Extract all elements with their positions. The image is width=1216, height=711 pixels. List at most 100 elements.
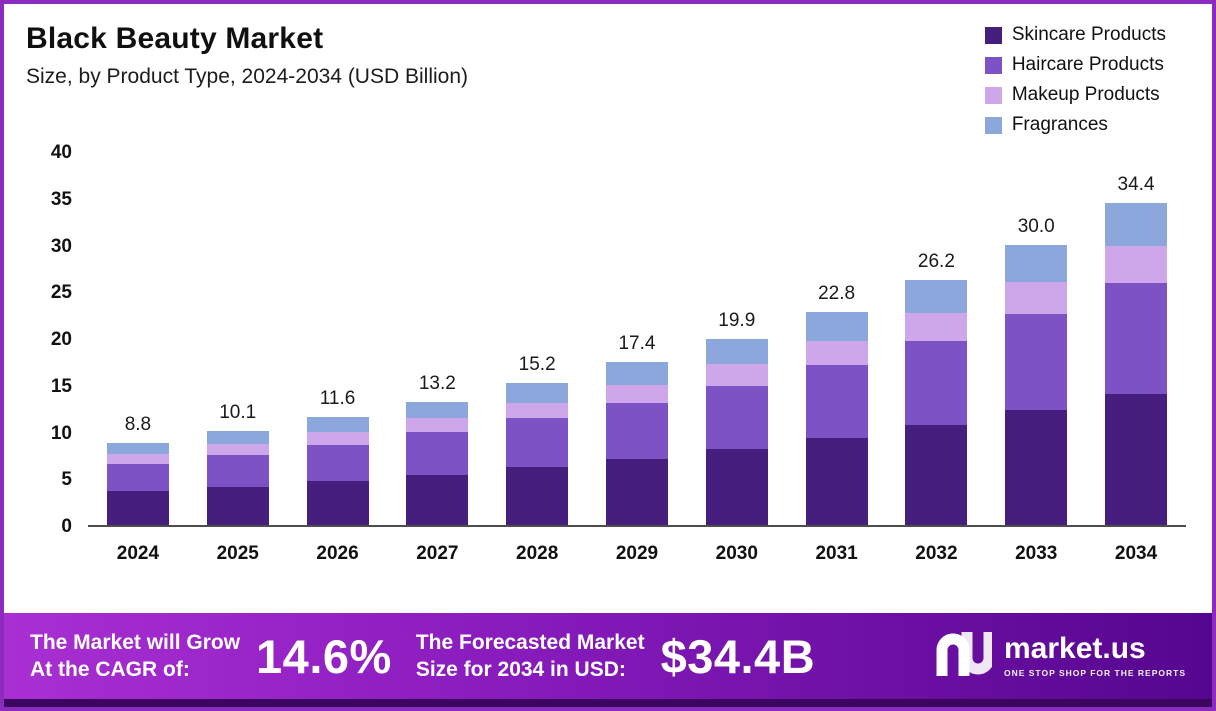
y-tick-label: 25 bbox=[50, 282, 72, 304]
y-tick-label: 10 bbox=[50, 422, 72, 444]
bar-segment-makeup-products bbox=[705, 364, 768, 386]
legend-swatch bbox=[984, 56, 1002, 74]
bar-segment-skincare-products bbox=[905, 425, 968, 525]
bar-group-2034: 34.4 2034 bbox=[1100, 153, 1172, 564]
brand-tagline: ONE STOP SHOP FOR THE REPORTS bbox=[1003, 668, 1186, 678]
bar-total-label: 30.0 bbox=[1017, 215, 1055, 237]
bar-segment-makeup-products bbox=[506, 402, 569, 419]
forecast-label-line2: Size for 2034 in USD: bbox=[415, 658, 626, 681]
bar-segment-skincare-products bbox=[306, 481, 369, 525]
y-tick-label: 30 bbox=[50, 235, 72, 257]
x-axis-label: 2028 bbox=[516, 543, 559, 564]
cagr-value: 14.6% bbox=[256, 629, 392, 683]
bar-segment-haircare-products bbox=[805, 365, 868, 438]
y-tick-label: 0 bbox=[61, 516, 72, 537]
legend-swatch bbox=[984, 86, 1002, 104]
x-axis-label: 2025 bbox=[216, 543, 259, 564]
bar-segment-haircare-products bbox=[506, 418, 569, 467]
legend-item-fragrances: Fragrances bbox=[984, 114, 1166, 136]
x-axis-label: 2029 bbox=[615, 543, 659, 564]
bar-segment-skincare-products bbox=[1105, 394, 1168, 525]
chart-subtitle: Size, by Product Type, 2024-2034 (USD Bi… bbox=[26, 65, 469, 88]
x-axis-label: 2034 bbox=[1114, 543, 1158, 564]
y-axis: 0 5 10 15 20 25 30 35 40 bbox=[26, 142, 88, 537]
y-tick-label: 40 bbox=[50, 142, 72, 163]
bar-segment-makeup-products bbox=[406, 418, 469, 433]
bar-total-label: 10.1 bbox=[219, 401, 257, 423]
legend-item-haircare-products: Haircare Products bbox=[984, 54, 1166, 76]
legend-label: Skincare Products bbox=[1011, 24, 1166, 45]
bar-stack bbox=[1105, 203, 1168, 525]
bar-segment-skincare-products bbox=[705, 449, 768, 525]
bar-group-2032: 26.2 2032 bbox=[900, 153, 972, 564]
bar-group-2024: 8.8 2024 bbox=[102, 153, 174, 564]
bar-segment-skincare-products bbox=[106, 491, 169, 525]
y-tick-label: 20 bbox=[50, 329, 72, 350]
bar-segment-fragrances bbox=[206, 430, 269, 444]
bar-group-2027: 13.2 2027 bbox=[401, 153, 473, 564]
forecast-label-line1: The Forecasted Market bbox=[415, 630, 645, 654]
bar-stack bbox=[406, 401, 469, 525]
chart-title: Black Beauty Market bbox=[26, 22, 324, 55]
bar-segment-fragrances bbox=[605, 362, 668, 385]
bar-segment-haircare-products bbox=[106, 464, 169, 492]
x-axis-label: 2026 bbox=[316, 543, 359, 564]
x-axis-label: 2031 bbox=[815, 543, 858, 564]
bar-segment-haircare-products bbox=[306, 444, 369, 482]
bar-segment-fragrances bbox=[1105, 203, 1168, 247]
bar-group-2031: 22.8 2031 bbox=[801, 153, 873, 564]
cagr-label-line1: The Market will Grow bbox=[30, 630, 241, 654]
bar-segment-skincare-products bbox=[805, 438, 868, 525]
x-axis-label: 2027 bbox=[416, 543, 459, 564]
bar-segment-makeup-products bbox=[1105, 246, 1168, 283]
x-axis-label: 2032 bbox=[915, 543, 958, 564]
bar-segment-haircare-products bbox=[206, 454, 269, 487]
bar-segment-haircare-products bbox=[605, 403, 668, 459]
legend-item-skincare-products: Skincare Products bbox=[984, 24, 1166, 46]
bar-total-label: 13.2 bbox=[418, 372, 456, 394]
legend-label: Haircare Products bbox=[1011, 54, 1164, 75]
bar-segment-makeup-products bbox=[905, 312, 968, 341]
bar-total-label: 11.6 bbox=[319, 387, 356, 409]
brand-text-block: market.us ONE STOP SHOP FOR THE REPORTS bbox=[1003, 634, 1186, 679]
cagr-label-line2: At the CAGR of: bbox=[30, 658, 190, 681]
y-tick-label: 5 bbox=[61, 469, 72, 491]
legend-item-makeup-products: Makeup Products bbox=[984, 84, 1166, 106]
bar-segment-haircare-products bbox=[1105, 282, 1168, 395]
bar-stack bbox=[306, 416, 369, 525]
bar-stack bbox=[506, 382, 569, 525]
bar-group-2028: 15.2 2028 bbox=[501, 153, 573, 564]
bar-total-label: 8.8 bbox=[124, 413, 152, 435]
bar-total-label: 22.8 bbox=[818, 282, 856, 304]
stacked-bar-chart: 0 5 10 15 20 25 30 35 40 8.8 2024 10.1 2025 11.6 2026… bbox=[26, 142, 1186, 564]
bar-stack bbox=[605, 362, 668, 525]
bottom-strip bbox=[4, 699, 1212, 707]
cagr-label: The Market will Grow At the CAGR of: bbox=[30, 629, 240, 684]
bar-segment-fragrances bbox=[106, 442, 169, 454]
chart-card: Black Beauty Market Size, by Product Typ… bbox=[4, 4, 1212, 613]
bar-stack bbox=[106, 442, 169, 525]
bar-segment-fragrances bbox=[1005, 244, 1068, 282]
legend-label: Fragrances bbox=[1011, 114, 1108, 135]
plot-area: 8.8 2024 10.1 2025 11.6 2026 13.2 2027 15.2 2028 1… bbox=[88, 153, 1186, 564]
bar-segment-fragrances bbox=[805, 311, 868, 341]
bar-segment-skincare-products bbox=[206, 486, 269, 525]
bar-segment-skincare-products bbox=[406, 474, 469, 525]
y-tick-label: 15 bbox=[50, 375, 72, 397]
bar-total-label: 15.2 bbox=[518, 353, 556, 375]
x-axis-label: 2033 bbox=[1015, 543, 1058, 564]
bar-group-2033: 30.0 2033 bbox=[1000, 153, 1072, 564]
footer-banner: The Market will Grow At the CAGR of: 14.… bbox=[4, 613, 1212, 699]
bar-group-2029: 17.4 2029 bbox=[601, 153, 673, 564]
bar-segment-skincare-products bbox=[605, 458, 668, 525]
bar-total-label: 34.4 bbox=[1117, 174, 1155, 196]
bar-segment-makeup-products bbox=[206, 443, 269, 455]
legend-swatch bbox=[984, 26, 1002, 44]
bar-group-2025: 10.1 2025 bbox=[202, 153, 274, 564]
bar-segment-makeup-products bbox=[605, 384, 668, 404]
bar-segment-skincare-products bbox=[506, 467, 569, 525]
legend-swatch bbox=[984, 116, 1002, 134]
bar-segment-haircare-products bbox=[406, 432, 469, 475]
bar-total-label: 26.2 bbox=[917, 251, 955, 273]
